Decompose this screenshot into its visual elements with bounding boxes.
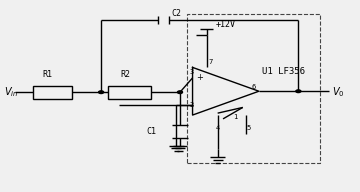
Text: 5: 5: [246, 125, 251, 131]
Text: 7: 7: [209, 59, 213, 65]
Text: U1 LF356: U1 LF356: [262, 67, 306, 76]
Text: 1: 1: [233, 114, 237, 120]
Text: 4: 4: [216, 125, 220, 131]
Circle shape: [99, 91, 104, 94]
Bar: [33, 85, 72, 99]
Bar: [187, 14, 320, 163]
Text: 6: 6: [252, 84, 256, 90]
Text: +: +: [196, 73, 203, 82]
Text: +12V: +12V: [216, 20, 236, 29]
Text: 3: 3: [190, 69, 194, 75]
Text: C1: C1: [146, 127, 156, 136]
Text: C2: C2: [171, 9, 181, 18]
Text: R1: R1: [42, 70, 52, 79]
Bar: [108, 85, 151, 99]
Circle shape: [177, 91, 183, 94]
Text: $V_0$: $V_0$: [332, 85, 345, 99]
Circle shape: [296, 90, 301, 93]
Text: $V_{in}$: $V_{in}$: [4, 85, 19, 99]
Text: R2: R2: [121, 70, 131, 79]
Text: 2: 2: [190, 102, 194, 108]
